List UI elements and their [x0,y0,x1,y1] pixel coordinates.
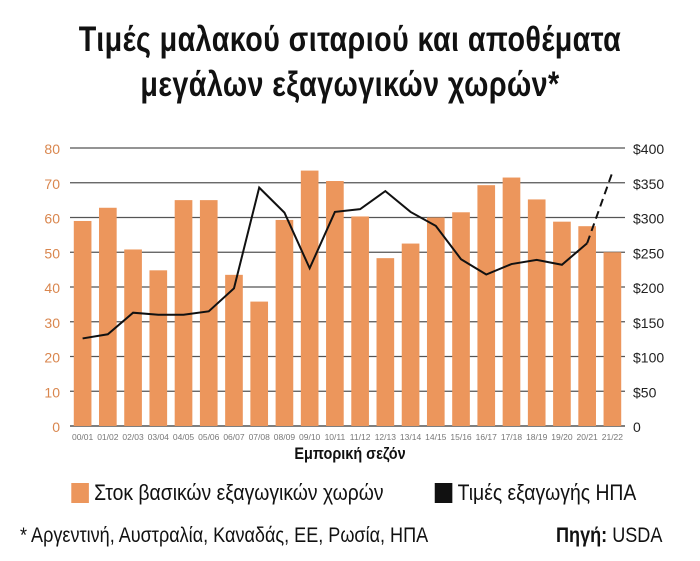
bar [300,170,319,426]
right-tick-label: $400 [633,141,664,157]
bar [603,252,622,426]
x-tick-label: 13/14 [400,432,422,442]
bar [401,243,420,426]
x-tick-label: 08/09 [274,432,296,442]
left-tick-label: 10 [44,384,60,400]
legend: Στοκ βασικών εξαγωγικών χωρών Τιμές εξαγ… [0,480,700,506]
x-tick-label: 09/10 [299,432,321,442]
left-tick-label: 0 [52,419,60,435]
bar [502,177,521,426]
x-tick-label: 00/01 [72,432,94,442]
x-tick-label: 07/08 [249,432,271,442]
footnote: * Αργεντινή, Αυστραλία, Καναδάς, ΕΕ, Ρωσ… [20,524,429,547]
legend-label-stock: Στοκ βασικών εξαγωγικών χωρών [94,480,384,505]
x-tick-label: 17/18 [501,432,523,442]
x-tick-label: 06/07 [223,432,245,442]
right-tick-label: $50 [633,384,657,400]
bar [73,220,92,426]
left-tick-label: 60 [44,211,60,227]
left-tick-label: 40 [44,280,60,296]
x-tick-label: 14/15 [425,432,447,442]
bar [174,200,193,426]
right-tick-label: $250 [633,245,664,261]
right-tick-label: $200 [633,280,664,296]
legend-item-price: Τιμές εξαγωγής ΗΠΑ [434,480,637,506]
x-tick-label: 03/04 [148,432,170,442]
bar [527,199,546,426]
bar [452,212,470,426]
x-tick-label: 19/20 [551,432,573,442]
chart-title-line-1: Τιμές μαλακού σιταριού και αποθέματα [78,20,622,59]
left-tick-label: 70 [44,176,60,192]
bar [553,221,571,426]
x-tick-label: 15/16 [450,432,472,442]
chart-plot: 0 10 20 30 40 50 60 70 80 0 $50 $100 $150 $200 $250 $30… [44,141,664,442]
right-tick-label: $100 [633,350,664,366]
right-tick-label: $350 [633,176,664,192]
x-tick-label: 02/03 [122,432,144,442]
x-tick-label: 21/22 [602,432,624,442]
x-tick-label: 16/17 [476,432,498,442]
legend-swatch-line [434,483,453,503]
x-tick-label: 20/21 [577,432,599,442]
x-tick-label: 18/19 [526,432,548,442]
left-tick-label: 30 [44,315,60,331]
bar [149,270,168,426]
bar [225,274,243,426]
bar [578,226,596,426]
bar [124,249,142,426]
x-axis-label: Εμπορική σεζόν [294,444,406,463]
legend-swatch-bar [71,483,89,503]
x-tick-label: 04/05 [173,432,195,442]
bar [426,217,445,426]
bar [99,207,117,426]
left-tick-label: 50 [44,245,60,261]
source-label: Πηγή: [556,524,608,547]
x-tick-label: 11/12 [350,432,371,442]
bar [250,301,269,426]
source: Πηγή: USDA [556,524,662,548]
bar [326,181,344,426]
right-tick-label: $300 [633,211,664,227]
chart-title-line-2: μεγάλων εξαγωγικών χωρών* [140,65,560,104]
bar [376,258,395,426]
right-tick-label: $150 [633,315,664,331]
bar [275,219,294,426]
price-line [82,185,588,340]
legend-label-price: Τιμές εξαγωγής ΗΠΑ [457,480,637,505]
x-tick-label: 01/02 [97,432,119,442]
source-value: USDA [612,524,663,547]
right-tick-label: 0 [633,419,641,435]
left-tick-label: 80 [44,141,60,157]
legend-item-stock: Στοκ βασικών εξαγωγικών χωρών [71,480,384,506]
bar [351,216,369,426]
x-tick-label: 05/06 [198,432,220,442]
bar [477,185,496,426]
x-tick-label: 10/11 [325,432,346,442]
bar [199,200,218,426]
x-tick-label: 12/13 [375,432,397,442]
left-tick-label: 20 [44,350,60,366]
